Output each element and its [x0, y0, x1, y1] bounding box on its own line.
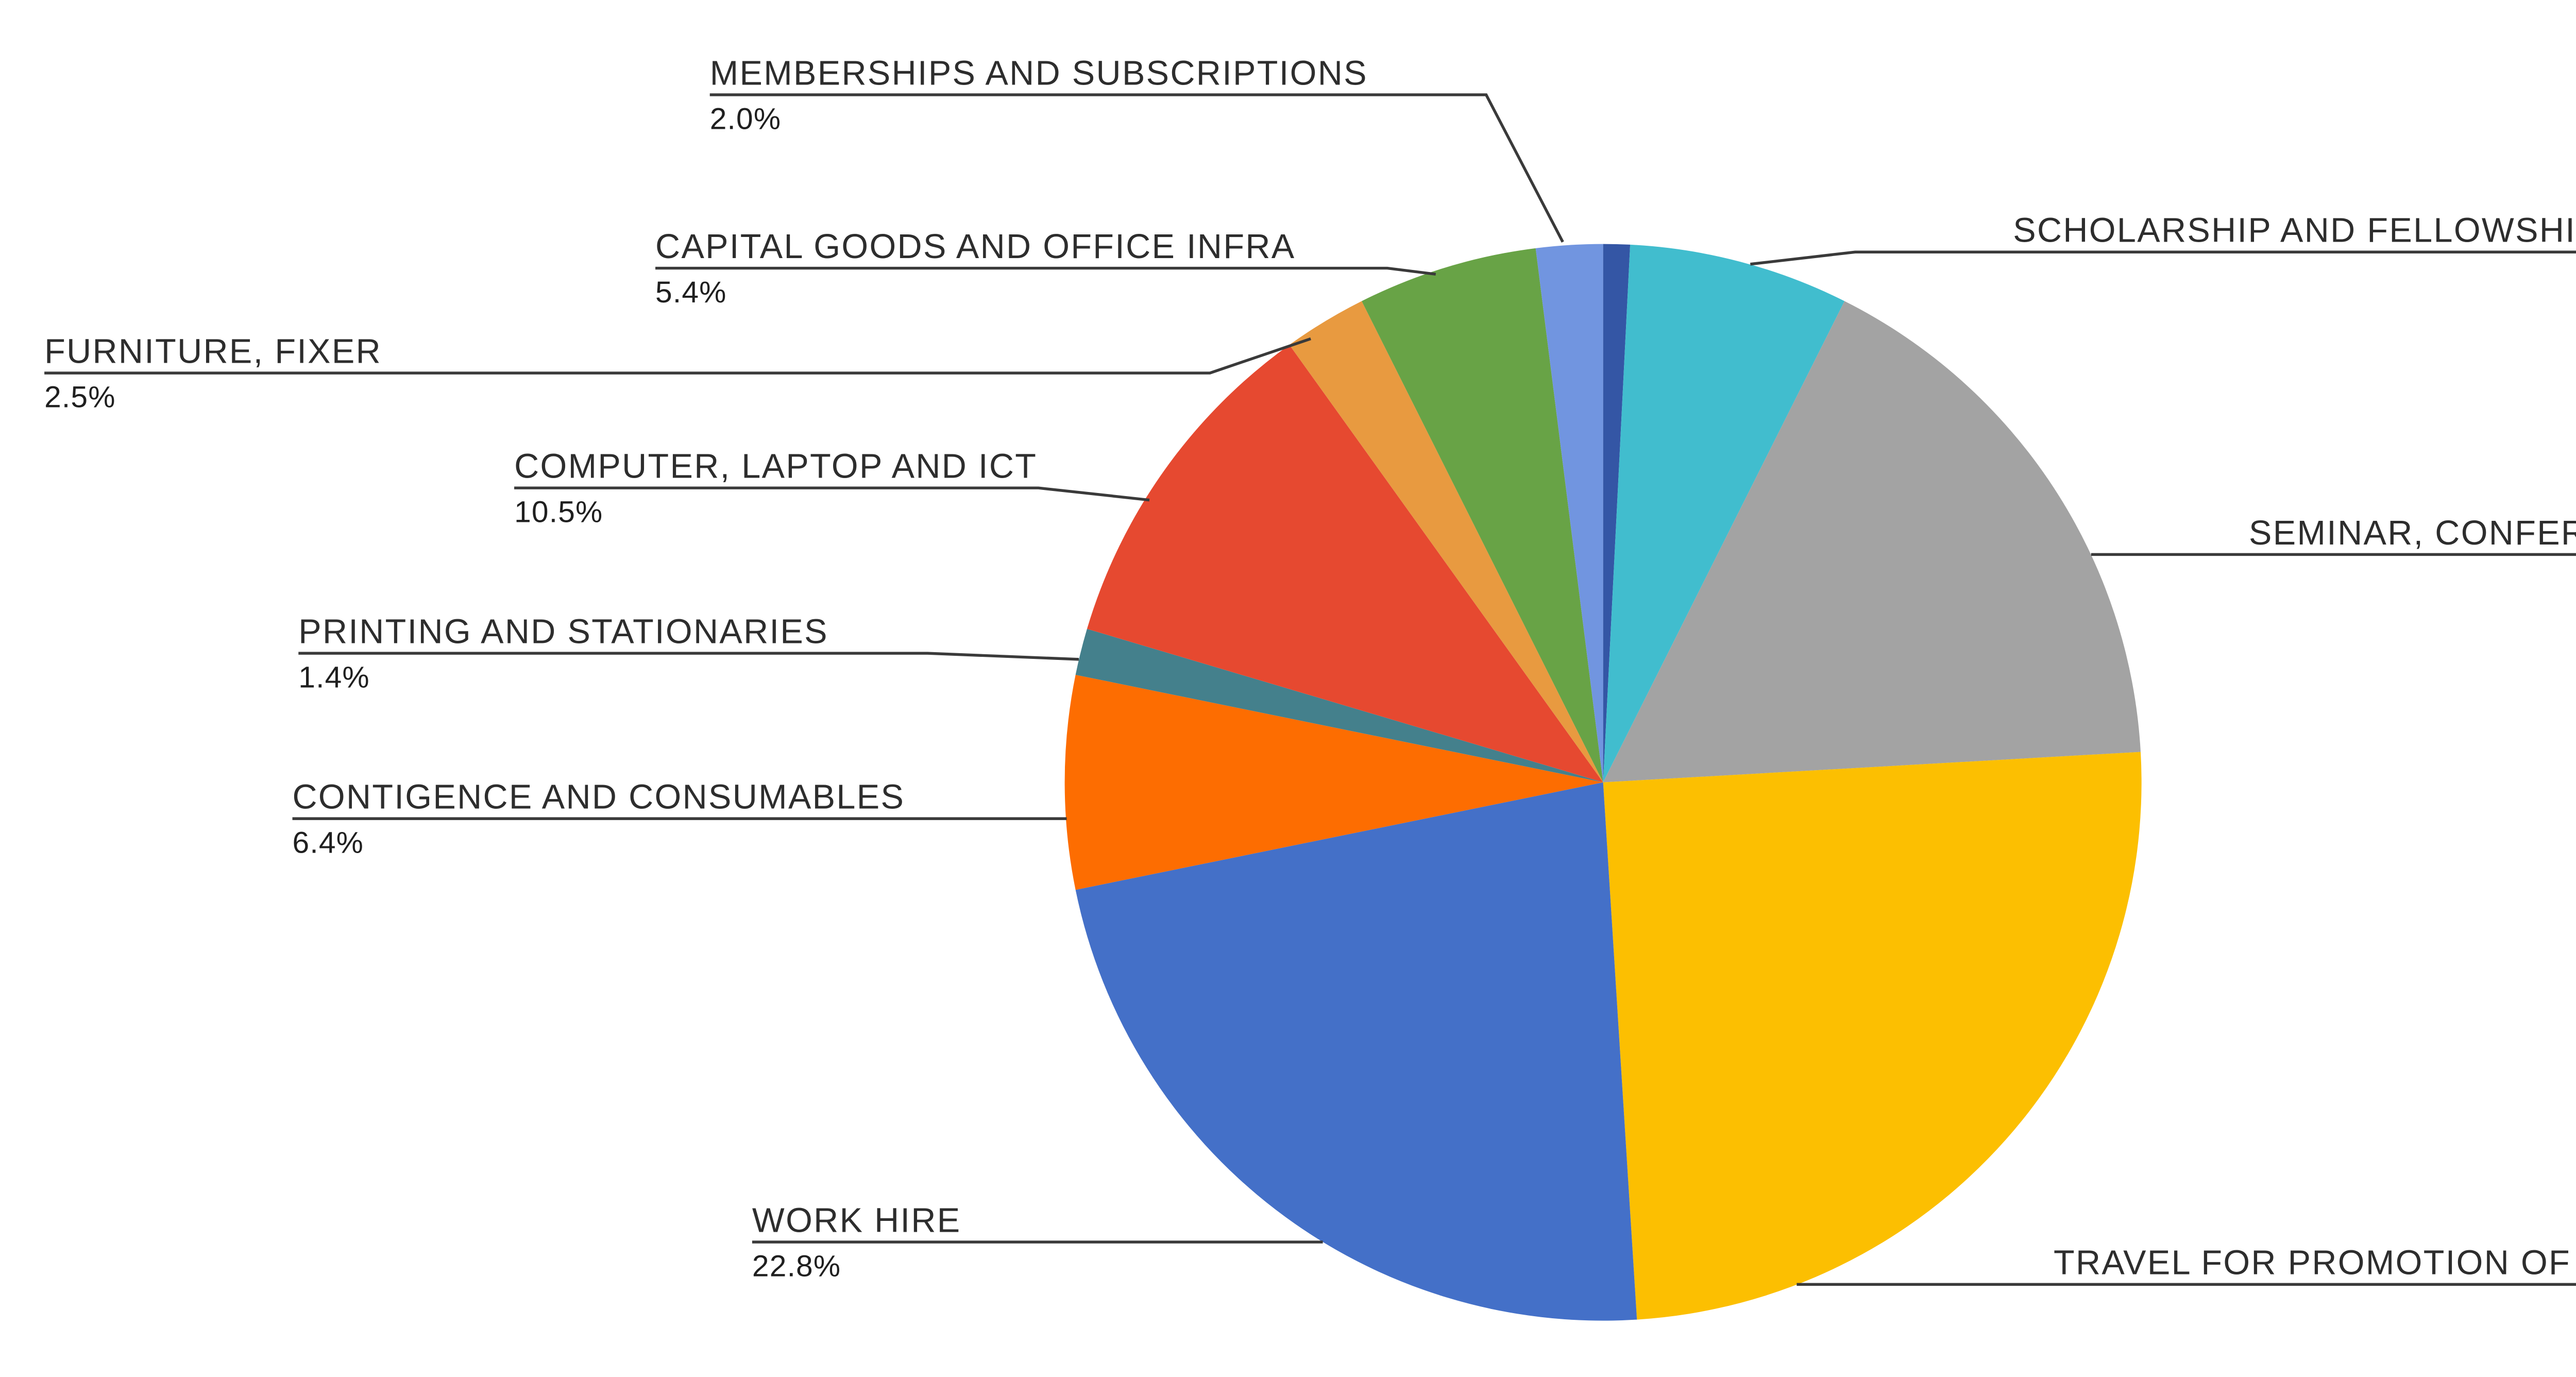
pie-slice-other: [1603, 244, 1631, 783]
slice-label-pct: 10.5%: [514, 496, 603, 531]
slice-label-text: TRAVEL FOR PROMOTION OF INTERNATIONAL RE…: [2053, 1244, 2576, 1283]
slice-label-pct: 2.0%: [709, 103, 782, 138]
slice-label-text: FURNITURE, FIXER: [44, 332, 382, 371]
slice-label-printing: PRINTING AND STATIONARIES 1.4%: [298, 611, 828, 698]
slice-label-text: SEMINAR, CONFERENCE, EVENTS AND DELE...: [2249, 514, 2576, 553]
slice-label-pct: 6.4%: [292, 826, 364, 861]
slice-label-pct: 5.4%: [655, 276, 727, 311]
pie-slice-work_hire: [1075, 782, 1637, 1321]
leader-line-computer: [514, 486, 1150, 502]
slice-label-text: MEMBERSHIPS AND SUBSCRIPTIONS: [709, 54, 1368, 93]
leader-line-scholarship: [1750, 250, 2576, 266]
pie-slice-furniture: [1289, 301, 1603, 783]
slice-label-capital-goods: CAPITAL GOODS AND OFFICE INFRA 5.4%: [655, 226, 1295, 312]
slice-label-pct: 1.4%: [298, 661, 370, 696]
pie-slice-printing: [1075, 628, 1603, 783]
slice-label-memberships: MEMBERSHIPS AND SUBSCRIPTIONS 2.0%: [710, 53, 1368, 139]
slice-label-pct: 24.9%: [2054, 1293, 2576, 1329]
pie-slice-memberships: [1535, 244, 1603, 783]
slice-label-pct: 16.7%: [2249, 563, 2576, 599]
pie-slice-travel: [1603, 752, 2142, 1320]
slice-label-pct: 6.6%: [2013, 260, 2576, 296]
leader-line-printing: [298, 652, 1079, 661]
slice-label-contigence: CONTIGENCE AND CONSUMABLES 6.4%: [293, 776, 905, 863]
slice-label-text: WORK HIRE: [752, 1201, 961, 1240]
slice-label-computer: COMPUTER, LAPTOP AND ICT 10.5%: [514, 446, 1037, 532]
slice-label-seminar: SEMINAR, CONFERENCE, EVENTS AND DELE... …: [2249, 512, 2576, 599]
slice-label-text: COMPUTER, LAPTOP AND ICT: [514, 447, 1038, 486]
pie-slice-contigence: [1064, 674, 1603, 890]
slice-label-pct: 22.8%: [752, 1250, 841, 1285]
slice-label-text: PRINTING AND STATIONARIES: [298, 613, 828, 652]
slice-label-text: CAPITAL GOODS AND OFFICE INFRA: [655, 228, 1296, 266]
slice-label-scholarship: SCHOLARSHIP AND FELLOWSHIP, AWARDS, REWA…: [2013, 210, 2576, 296]
pie-slice-scholarship: [1603, 244, 1845, 783]
slice-label-text: CONTIGENCE AND CONSUMABLES: [292, 778, 905, 817]
leader-line-capital: [655, 266, 1436, 276]
slice-label-furniture: FURNITURE, FIXER 2.5%: [44, 331, 382, 417]
slice-label-work-hire: WORK HIRE 22.8%: [752, 1200, 961, 1286]
slice-label-travel: TRAVEL FOR PROMOTION OF INTERNATIONAL RE…: [2054, 1242, 2576, 1329]
slice-label-pct: 2.5%: [44, 381, 116, 416]
slice-label-text: SCHOLARSHIP AND FELLOWSHIP, AWARDS, REWA…: [2013, 211, 2576, 250]
leader-line-furniture: [44, 337, 1311, 375]
pie-slice-capital: [1362, 248, 1603, 783]
pie-slice-computer: [1087, 345, 1603, 783]
leader-line-memberships: [709, 93, 1564, 243]
pie-slice-seminar: [1603, 301, 2141, 783]
